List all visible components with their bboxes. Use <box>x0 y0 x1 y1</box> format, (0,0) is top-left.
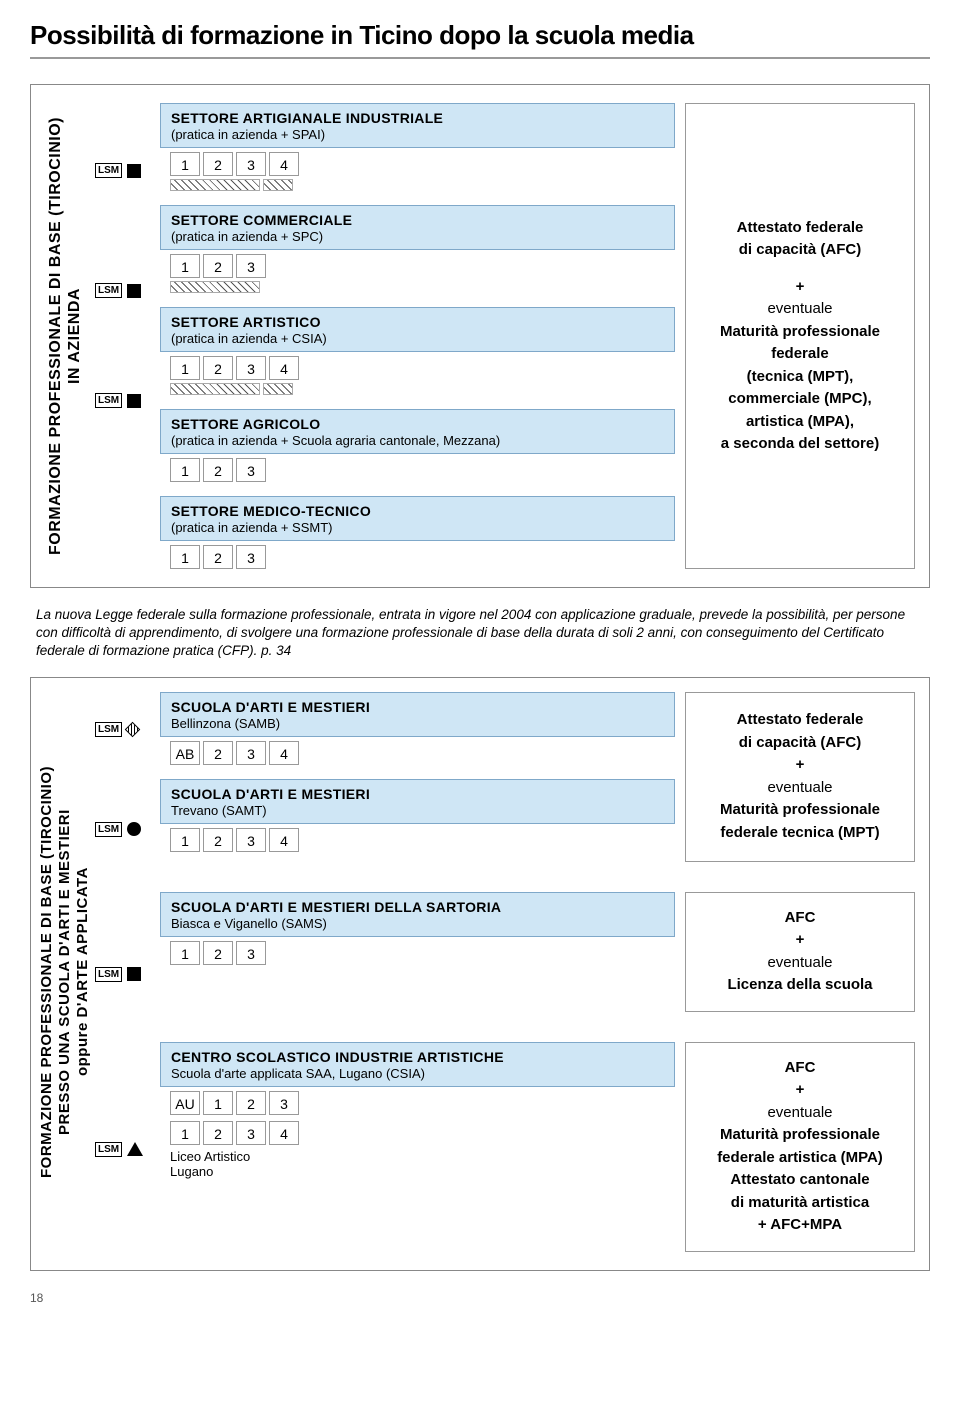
lsm-badge: LSM <box>95 822 122 837</box>
marker-square-icon <box>127 164 141 178</box>
hatch-bar <box>263 179 293 191</box>
sector-box: SCUOLA D'ARTI E MESTIERI Bellinzona (SAM… <box>160 692 675 737</box>
year-cell: AB <box>170 741 200 765</box>
year-cell: 3 <box>236 356 266 380</box>
year-cell: 2 <box>203 545 233 569</box>
marker-square-icon <box>127 284 141 298</box>
year-cell: 3 <box>236 741 266 765</box>
year-cell: 4 <box>269 1121 299 1145</box>
sector-sub: Trevano (SAMT) <box>171 803 664 818</box>
page-number: 18 <box>30 1291 930 1305</box>
year-cell: 2 <box>203 1121 233 1145</box>
lsm-badge: LSM <box>95 163 122 178</box>
sector-title: CENTRO SCOLASTICO INDUSTRIE ARTISTICHE <box>171 1049 664 1065</box>
lsm-badge: LSM <box>95 722 122 737</box>
hatch-bar <box>170 281 260 293</box>
year-cell: 3 <box>269 1091 299 1115</box>
vertical-label-2: FORMAZIONE PROFESSIONALE DI BASE (TIROCI… <box>38 766 92 1178</box>
marker-diamond-icon <box>125 721 141 737</box>
year-cell: 2 <box>203 254 233 278</box>
year-cell: 1 <box>170 828 200 852</box>
sector-title: SETTORE COMMERCIALE <box>171 212 664 228</box>
sector-title: SETTORE AGRICOLO <box>171 416 664 432</box>
sector-title: SCUOLA D'ARTI E MESTIERI <box>171 699 664 715</box>
sector-box: SETTORE MEDICO-TECNICO (pratica in azien… <box>160 496 675 541</box>
lsm-badge: LSM <box>95 393 122 408</box>
year-cell: 3 <box>236 828 266 852</box>
hatch-bar <box>170 179 260 191</box>
year-cell: AU <box>170 1091 200 1115</box>
marker-circle-icon <box>127 822 141 836</box>
year-cell: 3 <box>236 941 266 965</box>
lsm-column-2: LSM LSM LSM LSM <box>95 692 150 1252</box>
sector-title: SETTORE ARTISTICO <box>171 314 664 330</box>
sector-title: SETTORE ARTIGIANALE INDUSTRIALE <box>171 110 664 126</box>
sector-sub: (pratica in azienda + CSIA) <box>171 331 664 346</box>
year-cell: 3 <box>236 152 266 176</box>
hatch-bar <box>170 383 260 395</box>
sector-box: SETTORE ARTIGIANALE INDUSTRIALE (pratica… <box>160 103 675 148</box>
lsm-column-1: LSM LSM LSM <box>95 103 150 569</box>
sector-sub: (pratica in azienda + SSMT) <box>171 520 664 535</box>
outcome-box-2a: Attestato federale di capacità (AFC) + e… <box>685 692 915 862</box>
marker-square-icon <box>127 967 141 981</box>
year-cell: 3 <box>236 545 266 569</box>
year-cell: 3 <box>236 458 266 482</box>
year-cell: 1 <box>170 941 200 965</box>
year-cell: 2 <box>203 941 233 965</box>
year-cell: 4 <box>269 152 299 176</box>
sector-sub: (pratica in azienda + SPAI) <box>171 127 664 142</box>
hatch-bar <box>263 383 293 395</box>
block-scuola: FORMAZIONE PROFESSIONALE DI BASE (TIROCI… <box>30 677 930 1271</box>
title-rule <box>30 57 930 59</box>
year-cell: 2 <box>236 1091 266 1115</box>
outcome-box-1: Attestato federale di capacità (AFC) + e… <box>685 103 915 569</box>
year-cell: 1 <box>170 356 200 380</box>
outcome-box-2b: AFC + eventuale Licenza della scuola <box>685 892 915 1012</box>
sector-box: SETTORE ARTISTICO (pratica in azienda + … <box>160 307 675 352</box>
sector-sub: (pratica in azienda + SPC) <box>171 229 664 244</box>
year-cell: 4 <box>269 741 299 765</box>
year-cell: 2 <box>203 356 233 380</box>
sector-sub: (pratica in azienda + Scuola agraria can… <box>171 433 664 448</box>
year-cell: 3 <box>236 1121 266 1145</box>
year-cell: 1 <box>170 458 200 482</box>
year-cell: 1 <box>170 1121 200 1145</box>
sector-tail: Liceo ArtisticoLugano <box>170 1149 675 1179</box>
sector-box: CENTRO SCOLASTICO INDUSTRIE ARTISTICHE S… <box>160 1042 675 1087</box>
page-title: Possibilità di formazione in Ticino dopo… <box>30 20 930 51</box>
sector-box: SCUOLA D'ARTI E MESTIERI DELLA SARTORIA … <box>160 892 675 937</box>
year-cell: 1 <box>170 152 200 176</box>
outcome-box-2c: AFC + eventuale Maturità professionale f… <box>685 1042 915 1252</box>
sector-title: SCUOLA D'ARTI E MESTIERI <box>171 786 664 802</box>
lsm-badge: LSM <box>95 1142 122 1157</box>
marker-square-icon <box>127 394 141 408</box>
sector-box: SCUOLA D'ARTI E MESTIERI Trevano (SAMT) <box>160 779 675 824</box>
intertext: La nuova Legge federale sulla formazione… <box>36 606 924 661</box>
year-cell: 2 <box>203 828 233 852</box>
year-cell: 1 <box>170 545 200 569</box>
sector-sub: Biasca e Viganello (SAMS) <box>171 916 664 931</box>
vertical-label-1: FORMAZIONE PROFESSIONALE DI BASE (TIROCI… <box>46 117 84 555</box>
block-azienda: FORMAZIONE PROFESSIONALE DI BASE (TIROCI… <box>30 84 930 588</box>
year-cell: 1 <box>170 254 200 278</box>
year-cell: 3 <box>236 254 266 278</box>
sector-box: SETTORE COMMERCIALE (pratica in azienda … <box>160 205 675 250</box>
lsm-badge: LSM <box>95 967 122 982</box>
lsm-badge: LSM <box>95 283 122 298</box>
sector-box: SETTORE AGRICOLO (pratica in azienda + S… <box>160 409 675 454</box>
year-cell: 4 <box>269 828 299 852</box>
sector-sub: Scuola d'arte applicata SAA, Lugano (CSI… <box>171 1066 664 1081</box>
sector-title: SCUOLA D'ARTI E MESTIERI DELLA SARTORIA <box>171 899 664 915</box>
year-cell: 2 <box>203 458 233 482</box>
year-cell: 4 <box>269 356 299 380</box>
marker-triangle-icon <box>127 1142 143 1156</box>
year-cell: 2 <box>203 152 233 176</box>
year-cell: 1 <box>203 1091 233 1115</box>
year-cell: 2 <box>203 741 233 765</box>
sector-sub: Bellinzona (SAMB) <box>171 716 664 731</box>
sector-title: SETTORE MEDICO-TECNICO <box>171 503 664 519</box>
